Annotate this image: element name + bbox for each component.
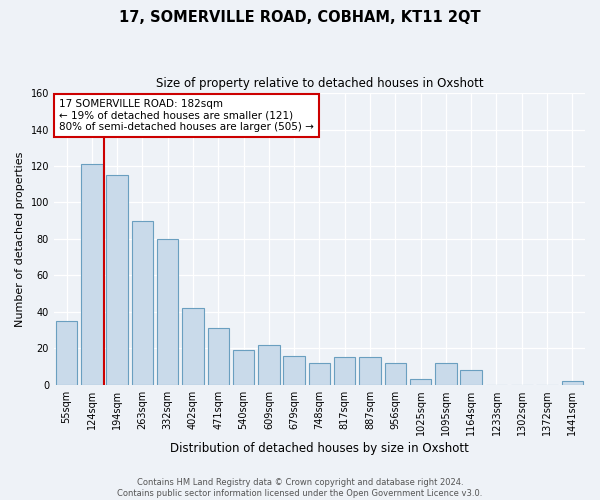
Title: Size of property relative to detached houses in Oxshott: Size of property relative to detached ho…	[155, 78, 483, 90]
Bar	[56, 321, 77, 384]
Bar	[562, 381, 583, 384]
Bar	[233, 350, 254, 384]
Bar	[131, 220, 153, 384]
Bar	[81, 164, 103, 384]
Bar	[460, 370, 482, 384]
Bar	[410, 379, 431, 384]
Text: 17, SOMERVILLE ROAD, COBHAM, KT11 2QT: 17, SOMERVILLE ROAD, COBHAM, KT11 2QT	[119, 10, 481, 25]
Bar	[258, 344, 280, 385]
Bar	[309, 363, 330, 384]
Bar	[283, 356, 305, 384]
Bar	[106, 175, 128, 384]
Y-axis label: Number of detached properties: Number of detached properties	[15, 151, 25, 326]
Bar	[435, 363, 457, 384]
Text: Contains HM Land Registry data © Crown copyright and database right 2024.
Contai: Contains HM Land Registry data © Crown c…	[118, 478, 482, 498]
Bar	[334, 358, 355, 384]
Bar	[385, 363, 406, 384]
Bar	[182, 308, 204, 384]
X-axis label: Distribution of detached houses by size in Oxshott: Distribution of detached houses by size …	[170, 442, 469, 455]
Bar	[157, 239, 178, 384]
Bar	[359, 358, 381, 384]
Text: 17 SOMERVILLE ROAD: 182sqm
← 19% of detached houses are smaller (121)
80% of sem: 17 SOMERVILLE ROAD: 182sqm ← 19% of deta…	[59, 99, 314, 132]
Bar	[208, 328, 229, 384]
